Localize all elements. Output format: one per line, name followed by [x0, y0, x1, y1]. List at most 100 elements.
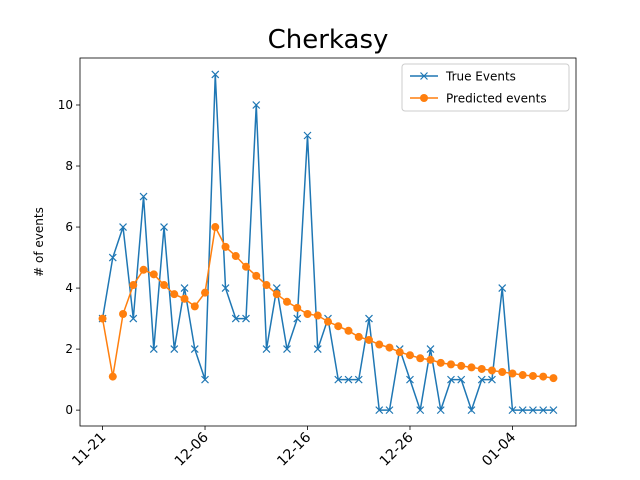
- marker-dot: [446, 360, 455, 369]
- marker-x: [201, 375, 209, 384]
- marker-x: [518, 406, 527, 415]
- marker-x: [242, 314, 250, 323]
- y-tick-label: 10: [58, 98, 73, 112]
- marker-dot: [272, 290, 281, 299]
- y-tick-label: 2: [65, 342, 73, 356]
- marker-dot: [405, 351, 414, 360]
- marker-dot: [180, 294, 189, 303]
- marker-x: [354, 375, 363, 384]
- marker-x: [375, 406, 384, 415]
- marker-dot: [149, 270, 158, 279]
- marker-x: [436, 406, 445, 415]
- marker-x: [252, 101, 261, 109]
- marker-dot: [426, 355, 435, 364]
- marker-dot: [549, 374, 558, 383]
- marker-dot: [467, 363, 476, 372]
- marker-dot: [201, 288, 210, 297]
- marker-dot: [211, 223, 220, 232]
- marker-dot: [375, 340, 384, 349]
- marker-x: [119, 223, 127, 231]
- marker-dot: [221, 242, 230, 251]
- marker-x: [477, 375, 486, 384]
- marker-dot: [170, 290, 179, 299]
- marker-x: [447, 375, 455, 384]
- marker-dot: [242, 262, 251, 271]
- marker-dot: [303, 310, 312, 319]
- marker-x: [467, 406, 476, 415]
- y-tick-label: 4: [65, 281, 73, 295]
- marker-x: [231, 314, 240, 323]
- marker-dot: [385, 343, 394, 352]
- marker-x: [262, 345, 271, 354]
- marker-dot: [160, 281, 169, 290]
- marker-dot: [139, 265, 148, 274]
- marker-dot: [129, 281, 138, 290]
- marker-x: [344, 375, 353, 384]
- marker-x: [108, 253, 117, 262]
- marker-x: [160, 223, 168, 231]
- marker-x: [272, 284, 281, 293]
- marker-dot: [108, 372, 117, 381]
- marker-x: [129, 314, 138, 323]
- marker-x: [149, 345, 158, 354]
- marker-dot: [354, 332, 363, 341]
- marker-dot: [477, 364, 486, 373]
- marker-dot: [119, 310, 128, 319]
- marker-x: [293, 314, 302, 323]
- marker-dot: [324, 317, 332, 326]
- legend-label: Predicted events: [446, 92, 547, 106]
- marker-dot: [364, 335, 373, 344]
- marker-x: [283, 345, 291, 354]
- y-tick-label: 0: [65, 403, 73, 417]
- marker-dot: [528, 371, 537, 380]
- marker-x: [211, 70, 220, 79]
- marker-dot: [334, 322, 343, 331]
- marker-x: [426, 345, 435, 354]
- marker-x: [416, 406, 425, 415]
- marker-x: [529, 406, 537, 415]
- marker-x: [488, 375, 496, 384]
- marker-x: [406, 375, 414, 384]
- marker-dot: [313, 311, 322, 320]
- legend-marker: [420, 94, 428, 102]
- legend-label: True Events: [445, 70, 516, 84]
- marker-dot: [98, 314, 107, 323]
- legend-box: [401, 63, 570, 112]
- marker-dot: [539, 372, 548, 381]
- marker-x: [334, 375, 343, 384]
- marker-dot: [457, 361, 466, 370]
- marker-x: [498, 284, 507, 293]
- marker-dot: [518, 371, 527, 380]
- marker-x: [313, 345, 322, 354]
- marker-dot: [190, 302, 199, 311]
- marker-dot: [436, 358, 445, 367]
- marker-x: [457, 375, 466, 384]
- marker-x: [303, 131, 312, 140]
- marker-x: [221, 284, 230, 293]
- marker-dot: [395, 348, 404, 357]
- marker-dot: [283, 297, 292, 306]
- marker-x: [170, 345, 179, 354]
- marker-dot: [416, 354, 425, 363]
- marker-dot: [344, 326, 353, 335]
- axes-frame: [79, 57, 577, 427]
- marker-dot: [262, 281, 271, 290]
- marker-x: [539, 406, 548, 415]
- chart-title: Cherkasy: [268, 25, 389, 55]
- marker-x: [549, 406, 558, 415]
- marker-x: [139, 192, 148, 201]
- marker-x: [180, 284, 189, 293]
- marker-dot: [508, 369, 517, 378]
- legend-marker: [420, 72, 428, 80]
- marker-dot: [252, 271, 261, 280]
- marker-x: [385, 406, 394, 415]
- y-tick-label: 6: [65, 220, 73, 234]
- marker-dot: [231, 252, 240, 261]
- y-axis-label: # of events: [32, 207, 46, 277]
- marker-x: [365, 314, 373, 323]
- y-tick-label: 8: [65, 159, 73, 173]
- marker-dot: [498, 367, 507, 376]
- marker-dot: [487, 366, 496, 375]
- marker-dot: [293, 303, 302, 312]
- marker-x: [508, 406, 517, 415]
